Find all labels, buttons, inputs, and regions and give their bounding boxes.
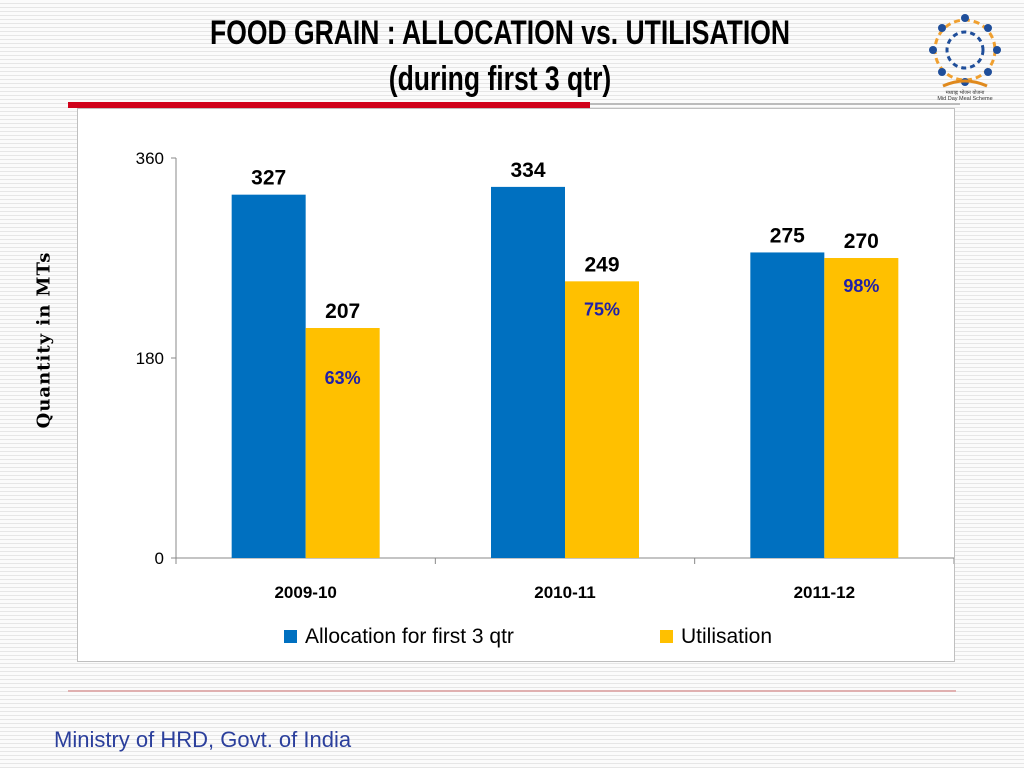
- legend-label: Utilisation: [681, 625, 772, 648]
- x-tick-label: 2010-11: [534, 583, 595, 602]
- bar-utilisation: [305, 328, 380, 558]
- footer-text: Ministry of HRD, Govt. of India: [54, 727, 352, 752]
- chart-area: 0 180 360 327 207 63% 2009-10 334 249 75% 2010-11 2…: [77, 108, 955, 662]
- slide-subtitle: (during first 3 qtr): [388, 60, 612, 98]
- data-label: 334: [510, 159, 545, 182]
- data-label: 327: [251, 167, 286, 190]
- bar-utilisation: [824, 258, 899, 558]
- utilisation-percent-annotation: 75%: [584, 299, 620, 319]
- x-tick-label: 2011-12: [794, 583, 855, 602]
- bar-utilisation: [565, 281, 639, 558]
- x-tick-label: 2009-10: [274, 583, 336, 602]
- y-tick-label: 0: [155, 549, 164, 568]
- bar-allocation: [491, 186, 565, 558]
- bar-allocation: [231, 194, 306, 558]
- logo-caption: Mid Day Meal Scheme: [937, 96, 992, 102]
- legend-label: Allocation for first 3 qtr: [305, 625, 514, 648]
- slide-title: FOOD GRAIN : ALLOCATION vs. UTILISATION: [209, 14, 790, 52]
- logo-graphic-icon: मध्याह्न भोजन योजना Mid Day Meal Scheme: [929, 14, 1001, 102]
- utilisation-percent-annotation: 63%: [325, 368, 361, 388]
- title-underline-red: [68, 102, 590, 108]
- mid-day-meal-logo: मध्याह्न भोजन योजना Mid Day Meal Scheme: [925, 10, 1005, 102]
- title-underline-gray: [590, 103, 960, 105]
- data-label: 270: [844, 230, 879, 253]
- y-tick-label: 180: [136, 349, 164, 368]
- y-tick-label: 360: [136, 149, 164, 168]
- legend-swatch: [284, 630, 297, 643]
- footer-divider: [68, 690, 956, 692]
- legend-swatch: [660, 630, 673, 643]
- data-label: 249: [584, 253, 619, 276]
- data-label: 207: [325, 300, 360, 323]
- utilisation-percent-annotation: 98%: [843, 276, 879, 296]
- y-axis-title-text: Quantity in MTs: [33, 251, 55, 429]
- logo-caption-hindi: मध्याह्न भोजन योजना: [946, 89, 985, 96]
- bar-allocation: [750, 252, 825, 558]
- data-label: 275: [770, 224, 805, 247]
- bar-chart: 0 180 360 327 207 63% 2009-10 334 249 75% 2010-11 2…: [136, 149, 954, 648]
